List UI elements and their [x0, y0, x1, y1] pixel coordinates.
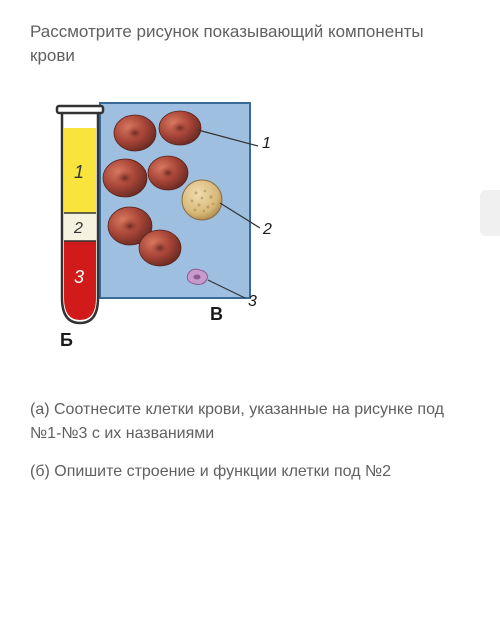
question-b: (б) Опишите строение и функции клетки по…: [30, 460, 470, 484]
tube-layer-1-label: 1: [74, 162, 84, 182]
callout-3-label: 3: [248, 293, 257, 310]
tube-label-b: Б: [60, 330, 73, 350]
blood-diagram: 1 2 3 В 1 2 3 Б: [40, 98, 300, 358]
questions-block: (а) Соотнесите клетки крови, указанные н…: [30, 398, 470, 484]
callout-1-label: 1: [262, 135, 271, 152]
tube-layer-2-label: 2: [73, 220, 83, 237]
platelet-cell: [187, 269, 207, 284]
tube-layer-3-label: 3: [74, 267, 84, 287]
side-tab[interactable]: [480, 190, 500, 236]
question-a: (а) Соотнесите клетки крови, указанные н…: [30, 398, 470, 446]
callout-2-label: 2: [262, 221, 272, 238]
wbc-cell: [182, 180, 222, 220]
page-title: Рассмотрите рисунок показывающий компоне…: [30, 20, 470, 68]
panel-label-v: В: [210, 304, 223, 324]
test-tube: 1 2 3: [57, 106, 103, 323]
